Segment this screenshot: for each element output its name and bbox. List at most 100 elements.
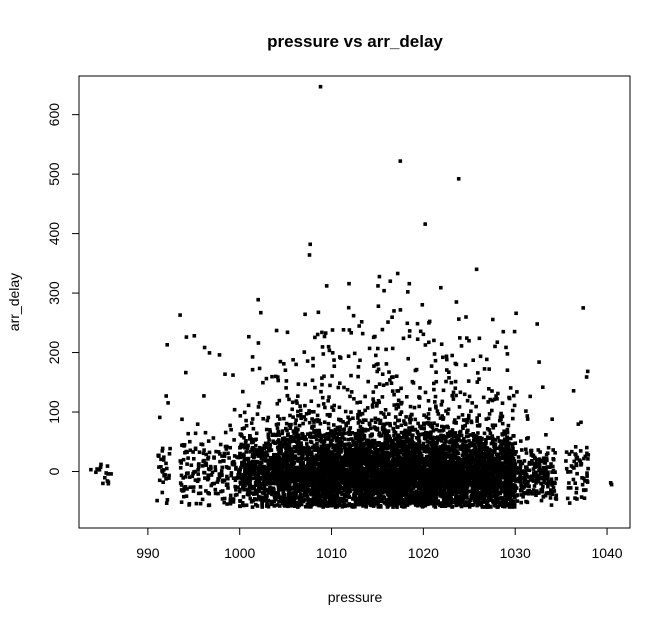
data-point bbox=[317, 474, 321, 479]
data-point bbox=[260, 501, 264, 505]
data-point bbox=[344, 473, 348, 478]
data-point bbox=[265, 501, 269, 505]
data-point bbox=[240, 485, 245, 490]
data-point bbox=[332, 447, 337, 451]
data-point bbox=[351, 466, 355, 470]
data-point bbox=[316, 471, 320, 475]
data-point bbox=[160, 449, 165, 453]
data-point bbox=[182, 494, 186, 499]
data-point bbox=[406, 445, 410, 450]
data-point bbox=[412, 475, 417, 479]
data-point bbox=[239, 444, 243, 449]
data-point bbox=[352, 397, 356, 401]
data-point bbox=[381, 460, 385, 465]
data-point bbox=[300, 473, 304, 478]
data-point bbox=[349, 503, 354, 507]
data-point bbox=[290, 435, 294, 439]
data-point bbox=[347, 452, 351, 457]
data-point bbox=[349, 331, 353, 335]
data-point bbox=[390, 315, 394, 319]
data-point bbox=[383, 408, 388, 412]
data-point bbox=[268, 430, 272, 434]
data-point bbox=[299, 416, 303, 421]
data-point bbox=[453, 431, 458, 435]
data-point bbox=[323, 483, 327, 488]
data-point bbox=[282, 456, 286, 461]
data-point bbox=[357, 469, 362, 474]
data-point bbox=[247, 334, 251, 339]
data-point bbox=[375, 481, 379, 486]
data-point bbox=[281, 490, 285, 494]
data-point bbox=[345, 456, 350, 461]
data-point bbox=[291, 358, 295, 362]
data-point bbox=[241, 495, 246, 499]
data-point bbox=[180, 443, 184, 448]
data-point bbox=[260, 498, 264, 502]
data-point bbox=[345, 470, 350, 474]
data-point bbox=[373, 446, 378, 451]
data-point bbox=[276, 488, 281, 493]
data-point bbox=[258, 485, 263, 489]
data-point bbox=[315, 480, 319, 485]
data-point bbox=[371, 486, 375, 490]
data-point bbox=[295, 474, 300, 479]
data-point bbox=[178, 459, 183, 463]
data-point bbox=[301, 421, 305, 426]
data-point bbox=[258, 477, 262, 481]
data-point bbox=[312, 491, 316, 496]
data-point bbox=[413, 417, 418, 422]
data-point bbox=[276, 440, 280, 445]
data-point bbox=[330, 351, 335, 355]
data-point bbox=[253, 480, 258, 485]
data-point bbox=[312, 483, 317, 487]
data-points bbox=[89, 84, 614, 509]
data-point bbox=[378, 463, 382, 468]
data-point bbox=[323, 481, 328, 485]
data-point bbox=[167, 473, 171, 478]
data-point bbox=[400, 446, 405, 450]
data-point bbox=[286, 504, 290, 509]
data-point bbox=[446, 411, 450, 416]
data-point bbox=[277, 477, 282, 481]
data-point bbox=[375, 478, 379, 482]
data-point bbox=[358, 437, 363, 441]
data-point bbox=[295, 449, 299, 454]
data-point bbox=[287, 444, 292, 449]
data-point bbox=[320, 487, 325, 491]
data-point bbox=[412, 501, 416, 505]
data-point bbox=[329, 488, 333, 492]
data-point bbox=[342, 483, 347, 488]
data-point bbox=[314, 499, 318, 504]
data-point bbox=[352, 351, 357, 356]
data-point bbox=[411, 381, 416, 385]
data-point bbox=[367, 479, 372, 484]
data-point bbox=[335, 427, 339, 432]
data-point bbox=[340, 486, 345, 491]
data-point bbox=[470, 401, 474, 405]
data-point bbox=[314, 486, 318, 491]
data-point bbox=[346, 437, 351, 442]
data-point bbox=[226, 451, 230, 456]
data-point bbox=[362, 447, 367, 451]
data-point bbox=[288, 426, 293, 430]
data-point bbox=[316, 403, 321, 408]
data-point bbox=[274, 453, 279, 457]
data-point bbox=[341, 420, 345, 424]
data-point bbox=[283, 501, 288, 505]
data-point bbox=[256, 475, 261, 479]
data-point bbox=[345, 491, 350, 495]
data-point bbox=[355, 481, 359, 486]
data-point bbox=[289, 496, 293, 501]
data-point bbox=[389, 446, 393, 450]
data-point bbox=[296, 382, 301, 386]
data-point bbox=[332, 498, 336, 503]
data-point bbox=[326, 471, 331, 475]
data-point bbox=[322, 434, 326, 438]
data-point bbox=[254, 443, 258, 448]
data-point bbox=[224, 447, 229, 451]
data-point bbox=[275, 470, 280, 474]
data-point bbox=[280, 444, 285, 449]
data-point bbox=[391, 470, 395, 475]
data-point bbox=[202, 448, 206, 452]
data-point bbox=[344, 482, 349, 486]
